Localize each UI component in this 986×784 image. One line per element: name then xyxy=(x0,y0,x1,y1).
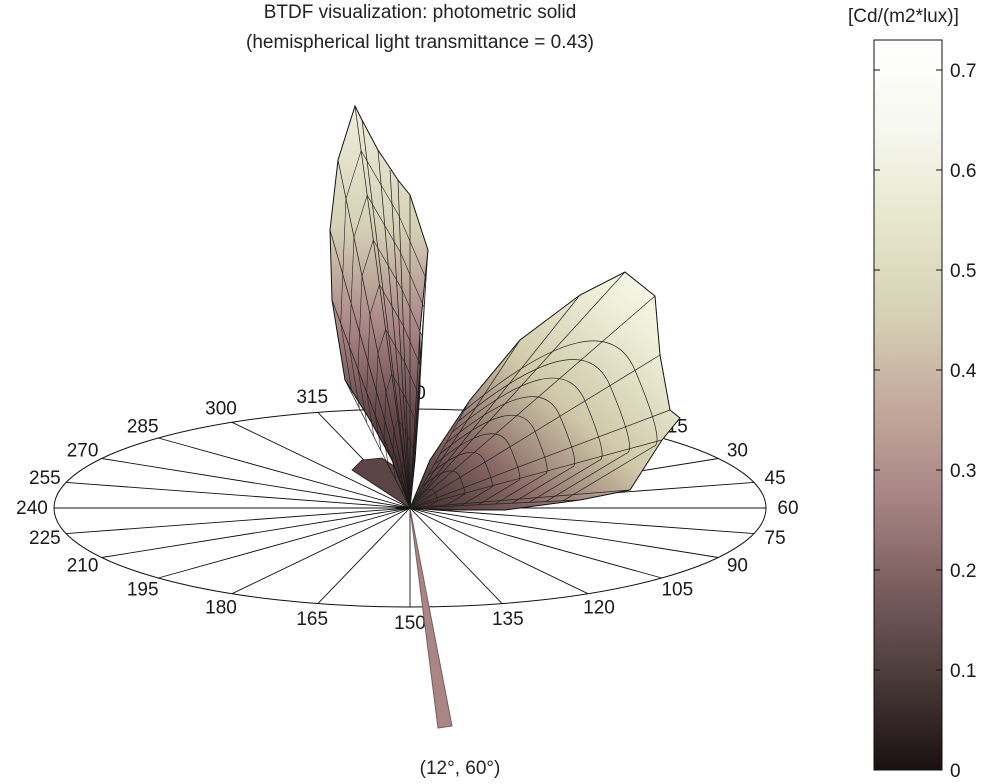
polar-spoke xyxy=(101,507,411,558)
azimuth-tick-label: 105 xyxy=(661,579,693,600)
azimuth-tick-label: 300 xyxy=(205,398,237,419)
azimuth-tick-label: 45 xyxy=(765,468,786,489)
polar-spoke xyxy=(409,507,754,535)
mesh-line xyxy=(397,179,411,509)
mesh-line xyxy=(451,377,603,503)
azimuth-tick-label: 240 xyxy=(16,498,48,519)
azimuth-tick-label: 165 xyxy=(296,609,328,630)
polar-spoke xyxy=(409,507,719,558)
mesh-line xyxy=(366,283,421,443)
mesh-line xyxy=(445,396,575,504)
mesh-line xyxy=(329,229,411,509)
mesh-line xyxy=(409,489,631,509)
mesh-line xyxy=(439,414,548,505)
mesh-line xyxy=(389,169,411,509)
azimuth-tick-label: 150 xyxy=(394,613,426,634)
photometric-solid xyxy=(329,104,681,729)
azimuth-tick-label: 285 xyxy=(127,417,159,438)
azimuth-tick-label: 30 xyxy=(727,441,748,462)
colorbar-tick-label: 0.6 xyxy=(950,161,976,182)
mesh-line xyxy=(348,194,425,417)
colorbar-label: [Cd/(m2*lux)] xyxy=(848,6,959,27)
azimuth-tick-label: 120 xyxy=(583,598,615,619)
mesh-line xyxy=(457,359,630,502)
mesh-line xyxy=(340,149,427,404)
mesh-line xyxy=(392,417,415,482)
polar-spoke xyxy=(409,507,503,604)
mesh-line xyxy=(409,295,656,509)
polar-spoke xyxy=(317,507,411,604)
incidence-beam xyxy=(409,507,453,729)
mesh-line xyxy=(409,339,521,509)
mesh-line xyxy=(409,499,581,509)
azimuth-tick-label: 255 xyxy=(29,468,61,489)
mesh-line xyxy=(463,340,658,502)
colorbar: 0 0.1 0.2 0.3 0.4 0.5 0.6 0.7 xyxy=(873,39,977,782)
mesh-line xyxy=(409,354,661,509)
polar-spoke xyxy=(409,507,662,579)
azimuth-tick-label: 270 xyxy=(67,441,99,462)
polar-spoke xyxy=(101,458,411,509)
azimuth-tick-label: 210 xyxy=(67,556,99,577)
colorbar-tick-label: 0.7 xyxy=(950,61,976,82)
polar-spoke xyxy=(231,421,411,509)
colorbar-gradient xyxy=(873,39,943,771)
mesh-line xyxy=(344,379,411,509)
colorbar-tick-label: 0.4 xyxy=(950,361,977,382)
mesh-line xyxy=(374,328,419,456)
azimuth-tick-label: 75 xyxy=(765,528,786,549)
mesh-line xyxy=(409,271,626,509)
azimuth-tick-label: 90 xyxy=(727,556,748,577)
mesh-line xyxy=(337,159,411,509)
mesh-line xyxy=(383,373,417,469)
chart-subtitle: (hemispherical light transmittance = 0.4… xyxy=(246,32,594,53)
polar-spoke xyxy=(158,507,411,579)
incidence-label: (12°, 60°) xyxy=(419,758,501,779)
azimuth-tick-label: 60 xyxy=(777,498,798,519)
colorbar-tick-label: 0.2 xyxy=(950,561,976,582)
azimuth-tick-label: 135 xyxy=(492,609,524,630)
mesh-line xyxy=(400,462,413,495)
mesh-line xyxy=(361,119,411,509)
polar-spoke xyxy=(66,481,411,509)
polar-spoke xyxy=(231,507,411,595)
azimuth-tick-label: 315 xyxy=(296,387,328,408)
azimuth-tick-label: 195 xyxy=(127,579,159,600)
mesh-line xyxy=(331,299,411,509)
mesh-line xyxy=(409,439,663,509)
polar-spoke xyxy=(158,437,411,509)
colorbar-tick-label: 0.5 xyxy=(950,261,976,282)
mesh-line xyxy=(409,399,471,509)
azimuth-tick-label: 225 xyxy=(29,528,61,549)
chart-title: BTDF visualization: photometric solid xyxy=(263,2,577,23)
colorbar-tick-label: 0.3 xyxy=(950,461,976,482)
mesh-line xyxy=(354,105,411,509)
polar-spoke xyxy=(409,507,589,595)
azimuth-tick-label: 180 xyxy=(205,598,237,619)
mesh-line xyxy=(409,294,581,509)
mesh-line xyxy=(409,409,671,509)
mesh-line xyxy=(357,239,423,430)
mesh-line xyxy=(377,149,411,509)
colorbar-tick-label: 0.1 xyxy=(950,661,976,682)
polar-spoke xyxy=(66,507,411,535)
colorbar-tick-label: 0 xyxy=(950,761,961,782)
